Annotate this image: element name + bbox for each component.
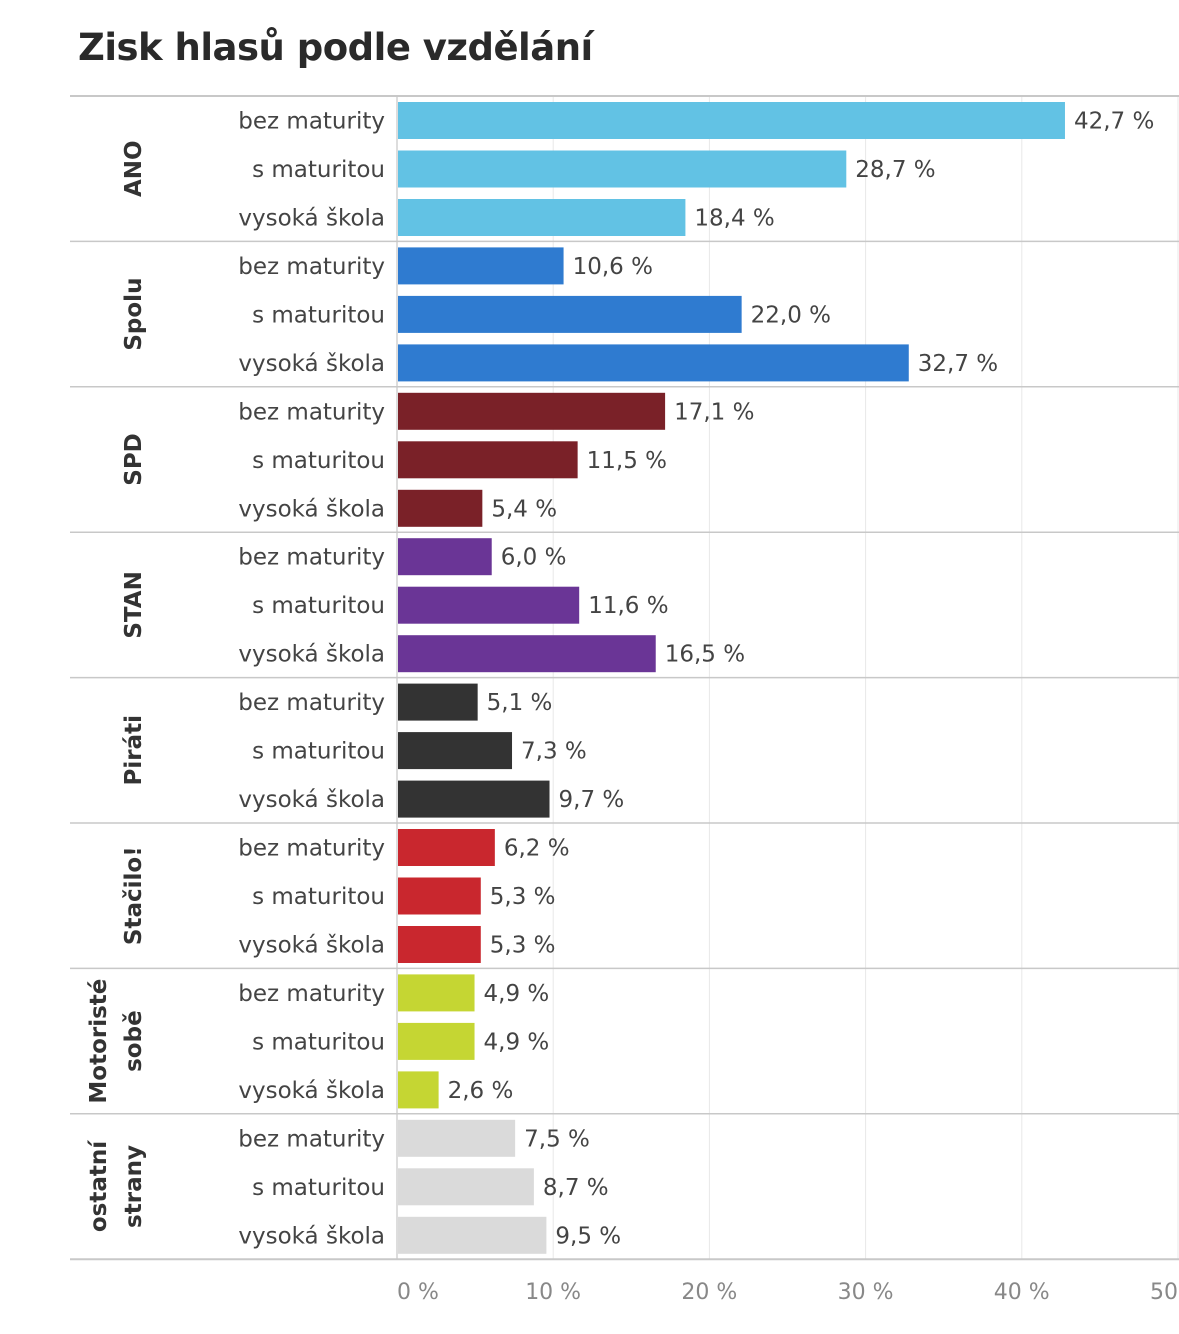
category-label: vysoká škola: [238, 787, 385, 813]
data-label: 4,9 %: [484, 981, 550, 1007]
category-label: bez maturity: [238, 981, 385, 1007]
bar: [398, 489, 483, 527]
bar: [398, 926, 481, 963]
x-tick-label: 0 %: [397, 1280, 439, 1305]
data-label: 8,7 %: [543, 1175, 609, 1201]
bar: [398, 877, 481, 915]
category-label: bez maturity: [238, 109, 385, 135]
category-label: vysoká škola: [238, 642, 385, 668]
bar: [398, 441, 578, 479]
data-label: 18,4 %: [694, 206, 774, 232]
data-label: 11,5 %: [587, 448, 667, 474]
category-label: bez maturity: [238, 254, 385, 280]
bar: [398, 974, 475, 1012]
bar: [398, 732, 513, 770]
bar: [398, 199, 686, 236]
data-label: 28,7 %: [855, 157, 935, 183]
bar: [398, 538, 492, 576]
category-label: bez maturity: [238, 690, 385, 716]
bar: [398, 150, 847, 188]
bar: [398, 586, 580, 624]
group-label: Piráti: [121, 715, 147, 785]
category-label: bez maturity: [238, 1126, 385, 1152]
data-label: 6,0 %: [501, 545, 567, 571]
group-label: ANO: [121, 140, 147, 197]
category-label: vysoká škola: [238, 206, 385, 232]
category-label: bez maturity: [238, 399, 385, 425]
bar: [398, 344, 909, 382]
bar: [398, 1168, 534, 1206]
group-label: strany: [121, 1145, 147, 1228]
data-label: 32,7 %: [918, 351, 998, 377]
x-tick-label: 20 %: [681, 1280, 737, 1305]
group-label: sobě: [121, 1010, 147, 1072]
data-label: 42,7 %: [1074, 109, 1154, 135]
data-label: 5,3 %: [490, 933, 556, 959]
group-label: SPD: [121, 433, 147, 486]
category-label: s maturitou: [252, 1029, 385, 1055]
category-label: s maturitou: [252, 593, 385, 619]
data-label: 6,2 %: [504, 836, 570, 862]
bar: [398, 247, 564, 285]
bar: [398, 295, 742, 333]
data-label: 4,9 %: [484, 1029, 550, 1055]
x-tick-label: 30 %: [838, 1280, 894, 1305]
category-label: s maturitou: [252, 884, 385, 910]
data-label: 5,1 %: [487, 690, 553, 716]
bar: [398, 683, 478, 721]
group-label: Motoristé: [86, 979, 112, 1104]
chart-title: Zisk hlasů podle vzdělání: [78, 26, 593, 69]
category-label: vysoká škola: [238, 496, 385, 522]
data-label: 7,3 %: [521, 739, 587, 765]
category-label: s maturitou: [252, 1175, 385, 1201]
group-label: ostatní: [86, 1140, 112, 1232]
category-label: s maturitou: [252, 739, 385, 765]
data-label: 5,4 %: [491, 496, 557, 522]
bar: [398, 1216, 547, 1254]
data-label: 17,1 %: [674, 399, 754, 425]
category-label: vysoká škola: [238, 1078, 385, 1104]
data-label: 5,3 %: [490, 884, 556, 910]
category-label: bez maturity: [238, 545, 385, 571]
bar: [398, 829, 495, 866]
category-label: vysoká škola: [238, 351, 385, 377]
category-label: bez maturity: [238, 836, 385, 862]
data-label: 16,5 %: [665, 642, 745, 668]
data-label: 11,6 %: [588, 593, 668, 619]
data-label: 9,5 %: [555, 1223, 621, 1249]
category-label: vysoká škola: [238, 933, 385, 959]
category-label: vysoká škola: [238, 1223, 385, 1249]
bar: [398, 392, 666, 430]
bar: [398, 1022, 475, 1060]
group-label: STAN: [121, 571, 147, 639]
group-label: Spolu: [121, 278, 147, 351]
data-label: 7,5 %: [524, 1126, 590, 1152]
data-label: 10,6 %: [573, 254, 653, 280]
category-label: s maturitou: [252, 302, 385, 328]
bar: [398, 102, 1065, 139]
data-label: 9,7 %: [559, 787, 625, 813]
bar: [398, 1071, 439, 1109]
data-label: 2,6 %: [448, 1078, 514, 1104]
bar: [398, 780, 550, 818]
x-tick-label: 40 %: [994, 1280, 1050, 1305]
data-label: 22,0 %: [751, 302, 831, 328]
bar: [398, 635, 656, 673]
category-label: s maturitou: [252, 157, 385, 183]
bar: [398, 1119, 516, 1157]
x-tick-label: 10 %: [525, 1280, 581, 1305]
category-label: s maturitou: [252, 448, 385, 474]
x-tick-label: 50 %: [1150, 1280, 1179, 1305]
group-label: Stačilo!: [121, 846, 147, 945]
